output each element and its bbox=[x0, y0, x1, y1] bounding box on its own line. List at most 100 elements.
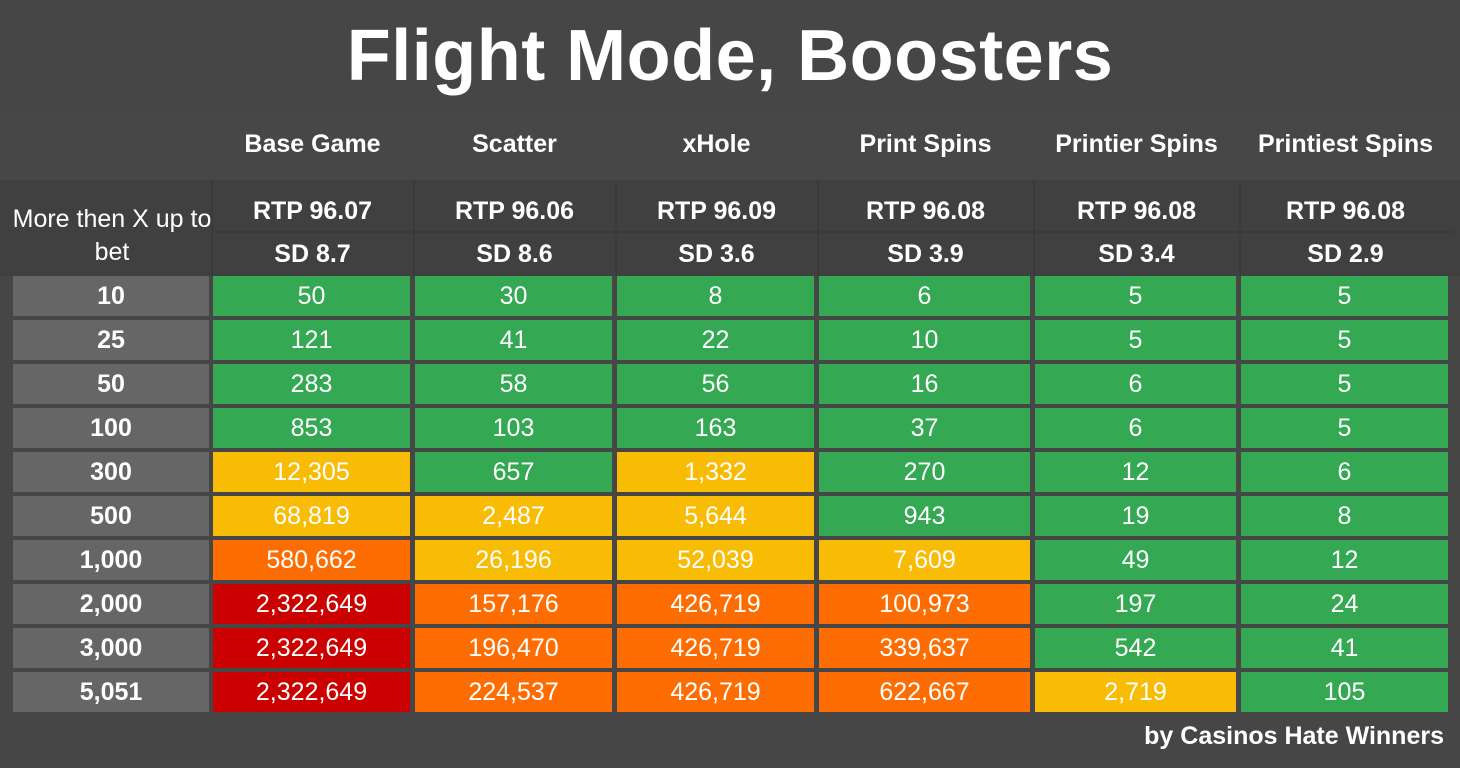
table-cell: 49 bbox=[1035, 540, 1236, 580]
table-cell: 121 bbox=[213, 320, 410, 360]
table-cell: 68,819 bbox=[213, 496, 410, 536]
column-divider bbox=[413, 180, 415, 276]
rtp-value: RTP 96.08 bbox=[865, 196, 986, 225]
sd-value: SD 3.6 bbox=[678, 239, 755, 268]
column-header: Base Game bbox=[244, 129, 381, 158]
table-cell: 10 bbox=[819, 320, 1030, 360]
column-divider bbox=[211, 180, 213, 276]
table-cell: 12,305 bbox=[213, 452, 410, 492]
table-cell: 52,039 bbox=[617, 540, 814, 580]
column-header-band bbox=[0, 112, 1460, 180]
table-cell: 7,609 bbox=[819, 540, 1030, 580]
row-label: 25 bbox=[13, 320, 209, 360]
table-cell: 105 bbox=[1241, 672, 1448, 712]
table-cell: 24 bbox=[1241, 584, 1448, 624]
table-cell: 426,719 bbox=[617, 628, 814, 668]
table-cell: 103 bbox=[415, 408, 612, 448]
row-header-label: More then X up to bet bbox=[12, 205, 212, 266]
table-cell: 163 bbox=[617, 408, 814, 448]
table-cell: 2,719 bbox=[1035, 672, 1236, 712]
table-cell: 5 bbox=[1241, 364, 1448, 404]
table-cell: 853 bbox=[213, 408, 410, 448]
table-cell: 2,487 bbox=[415, 496, 612, 536]
table-cell: 56 bbox=[617, 364, 814, 404]
sd-value: SD 8.7 bbox=[274, 239, 351, 268]
row-label: 100 bbox=[13, 408, 209, 448]
credit-text: by Casinos Hate Winners bbox=[1144, 721, 1444, 750]
table-cell: 6 bbox=[1035, 364, 1236, 404]
table-cell: 622,667 bbox=[819, 672, 1030, 712]
table-cell: 426,719 bbox=[617, 672, 814, 712]
table-cell: 2,322,649 bbox=[213, 628, 410, 668]
table-cell: 2,322,649 bbox=[213, 584, 410, 624]
table-cell: 50 bbox=[213, 276, 410, 316]
column-header: xHole bbox=[682, 129, 751, 158]
table-cell: 339,637 bbox=[819, 628, 1030, 668]
row-label: 5,051 bbox=[13, 672, 209, 712]
table-cell: 1,332 bbox=[617, 452, 814, 492]
row-label: 50 bbox=[13, 364, 209, 404]
table-cell: 943 bbox=[819, 496, 1030, 536]
table-cell: 5 bbox=[1035, 320, 1236, 360]
rtp-value: RTP 96.06 bbox=[454, 196, 575, 225]
stats-header-area bbox=[0, 180, 1460, 276]
row-label: 10 bbox=[13, 276, 209, 316]
sd-value: SD 3.9 bbox=[887, 239, 964, 268]
table-cell: 12 bbox=[1241, 540, 1448, 580]
table-cell: 22 bbox=[617, 320, 814, 360]
table-cell: 6 bbox=[819, 276, 1030, 316]
column-divider bbox=[1033, 180, 1035, 276]
table-cell: 19 bbox=[1035, 496, 1236, 536]
table-cell: 196,470 bbox=[415, 628, 612, 668]
table-cell: 37 bbox=[819, 408, 1030, 448]
row-label: 500 bbox=[13, 496, 209, 536]
rtp-value: RTP 96.09 bbox=[656, 196, 777, 225]
table-cell: 6 bbox=[1241, 452, 1448, 492]
table-cell: 580,662 bbox=[213, 540, 410, 580]
table-cell: 657 bbox=[415, 452, 612, 492]
table-cell: 542 bbox=[1035, 628, 1236, 668]
table-cell: 2,322,649 bbox=[213, 672, 410, 712]
table-cell: 8 bbox=[1241, 496, 1448, 536]
row-label: 1,000 bbox=[13, 540, 209, 580]
table-cell: 157,176 bbox=[415, 584, 612, 624]
sd-value: SD 2.9 bbox=[1307, 239, 1384, 268]
row-label: 3,000 bbox=[13, 628, 209, 668]
sd-value: SD 8.6 bbox=[476, 239, 553, 268]
rtp-value: RTP 96.08 bbox=[1076, 196, 1197, 225]
table-cell: 5 bbox=[1241, 276, 1448, 316]
table-cell: 283 bbox=[213, 364, 410, 404]
table-cell: 270 bbox=[819, 452, 1030, 492]
table-cell: 5,644 bbox=[617, 496, 814, 536]
table-cell: 100,973 bbox=[819, 584, 1030, 624]
column-header: Printiest Spins bbox=[1257, 129, 1434, 158]
column-header: Scatter bbox=[472, 129, 557, 158]
table-cell: 224,537 bbox=[415, 672, 612, 712]
table-cell: 5 bbox=[1241, 320, 1448, 360]
table-cell: 8 bbox=[617, 276, 814, 316]
column-header: Printier Spins bbox=[1055, 129, 1218, 158]
table-cell: 26,196 bbox=[415, 540, 612, 580]
table-cell: 41 bbox=[415, 320, 612, 360]
column-divider bbox=[1239, 180, 1241, 276]
column-header: Print Spins bbox=[859, 129, 992, 158]
rtp-value: RTP 96.08 bbox=[1285, 196, 1406, 225]
table-cell: 426,719 bbox=[617, 584, 814, 624]
row-label: 2,000 bbox=[13, 584, 209, 624]
column-divider bbox=[817, 180, 819, 276]
rtp-value: RTP 96.07 bbox=[252, 196, 373, 225]
chart-title: Flight Mode, Boosters bbox=[346, 16, 1114, 96]
table-cell: 5 bbox=[1035, 276, 1236, 316]
stats-divider bbox=[213, 231, 1453, 233]
table-cell: 6 bbox=[1035, 408, 1236, 448]
table-cell: 12 bbox=[1035, 452, 1236, 492]
table-cell: 197 bbox=[1035, 584, 1236, 624]
table-cell: 16 bbox=[819, 364, 1030, 404]
table-cell: 58 bbox=[415, 364, 612, 404]
table-cell: 30 bbox=[415, 276, 612, 316]
column-divider bbox=[615, 180, 617, 276]
row-label: 300 bbox=[13, 452, 209, 492]
sd-value: SD 3.4 bbox=[1098, 239, 1175, 268]
table-cell: 5 bbox=[1241, 408, 1448, 448]
table-cell: 41 bbox=[1241, 628, 1448, 668]
